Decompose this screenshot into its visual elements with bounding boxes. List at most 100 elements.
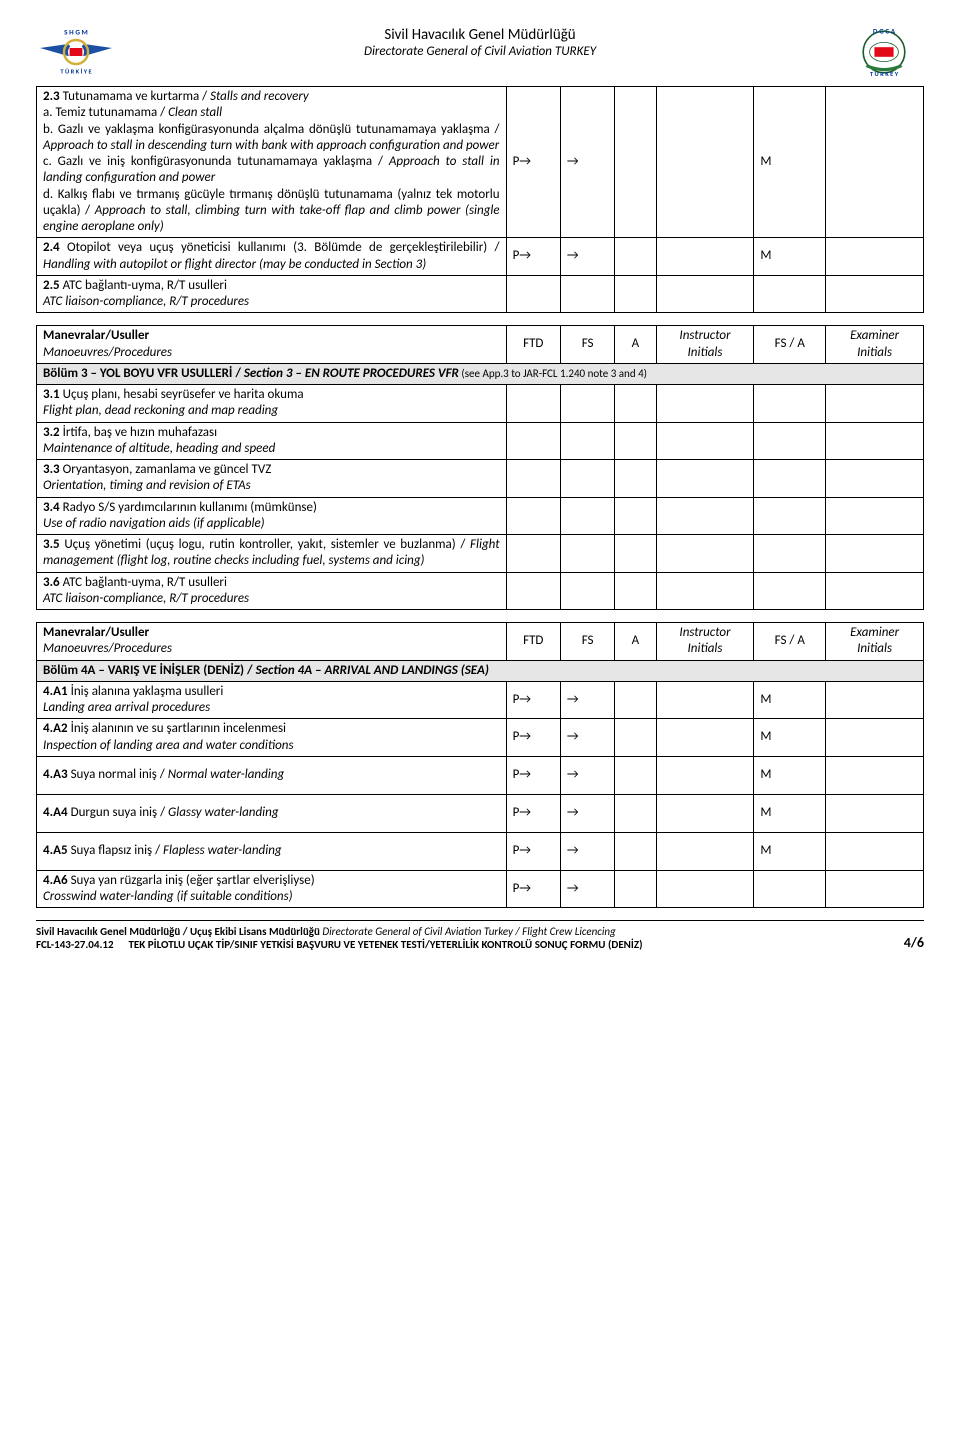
cell-ftd: P→ xyxy=(506,794,560,832)
section-header: Bölüm 3 – YOL BOYU VFR USULLERİ / Sectio… xyxy=(37,363,924,384)
shgm-logo: S H G M T Ü R K İ Y E xyxy=(36,24,116,80)
table-row: 4.A1 İniş alanına yaklaşma usulleri Land… xyxy=(37,681,924,719)
cell-fs: → xyxy=(560,719,614,757)
cell-ei xyxy=(826,238,924,276)
cell-ftd xyxy=(506,497,560,535)
cell-a xyxy=(615,756,656,794)
table-section3: Manevralar/Usuller Manoeuvres/Procedures… xyxy=(36,325,924,610)
cell-ei xyxy=(826,87,924,238)
cell-ftd: P→ xyxy=(506,719,560,757)
cell-fsa: M xyxy=(754,87,826,238)
cell-desc: 3.6 ATC bağlantı-uyma, R/T usulleri ATC … xyxy=(37,572,507,610)
cell-ei xyxy=(826,870,924,908)
cell-a xyxy=(615,719,656,757)
head-ftd: FTD xyxy=(506,623,560,661)
cell-ei xyxy=(826,497,924,535)
cell-desc: 2.4 Otopilot veya uçuş yöneticisi kullan… xyxy=(37,238,507,276)
cell-desc: 4.A1 İniş alanına yaklaşma usulleri Land… xyxy=(37,681,507,719)
cell-ii xyxy=(656,497,754,535)
cell-ei xyxy=(826,572,924,610)
table-row: 4.A6 Suya yan rüzgarla iniş (eğer şartla… xyxy=(37,870,924,908)
cell-ei xyxy=(826,681,924,719)
cell-fsa xyxy=(754,422,826,460)
cell-fsa xyxy=(754,870,826,908)
cell-fsa: M xyxy=(754,719,826,757)
head-fs: FS xyxy=(560,326,614,364)
cell-ei xyxy=(826,275,924,313)
org-title: Sivil Havacılık Genel Müdürlüğü xyxy=(116,26,844,44)
cell-ii xyxy=(656,681,754,719)
head-instructor: InstructorInitials xyxy=(656,326,754,364)
cell-ei xyxy=(826,385,924,423)
cell-ei xyxy=(826,422,924,460)
head-examiner: ExaminerInitials xyxy=(826,623,924,661)
table-row: 2.4 Otopilot veya uçuş yöneticisi kullan… xyxy=(37,238,924,276)
table-row: 4.A3 Suya normal iniş / Normal water-lan… xyxy=(37,756,924,794)
table-row: 3.2 İrtifa, baş ve hızın muhafazası Main… xyxy=(37,422,924,460)
cell-fsa xyxy=(754,275,826,313)
table-row: 3.3 Oryantasyon, zamanlama ve güncel TVZ… xyxy=(37,460,924,498)
cell-ftd xyxy=(506,385,560,423)
cell-a xyxy=(615,87,656,238)
cell-fsa xyxy=(754,535,826,573)
cell-fsa: M xyxy=(754,238,826,276)
cell-fs: → xyxy=(560,756,614,794)
cell-fs: → xyxy=(560,794,614,832)
table-row: 4.A5 Suya flapsız iniş / Flapless water-… xyxy=(37,832,924,870)
cell-desc: 3.2 İrtifa, baş ve hızın muhafazası Main… xyxy=(37,422,507,460)
svg-text:T Ü R K İ Y E: T Ü R K İ Y E xyxy=(60,68,91,76)
cell-fs xyxy=(560,535,614,573)
footer-org-en: Directorate General of Civil Aviation Tu… xyxy=(322,925,615,938)
cell-fsa xyxy=(754,497,826,535)
table-head: Manevralar/Usuller Manoeuvres/Procedures… xyxy=(37,623,924,661)
table-section4a: Manevralar/Usuller Manoeuvres/Procedures… xyxy=(36,622,924,908)
head-a: A xyxy=(615,623,656,661)
cell-desc: 4.A3 Suya normal iniş / Normal water-lan… xyxy=(37,756,507,794)
cell-a xyxy=(615,385,656,423)
section-title: Bölüm 4A – VARIŞ VE İNİŞLER (DENİZ) / Se… xyxy=(37,660,924,681)
dgca-logo: D G C A T U R K E Y xyxy=(844,24,924,80)
cell-ii xyxy=(656,385,754,423)
table-row: 3.5 Uçuş yönetimi (uçuş logu, rutin kont… xyxy=(37,535,924,573)
section-header: Bölüm 4A – VARIŞ VE İNİŞLER (DENİZ) / Se… xyxy=(37,660,924,681)
header: S H G M T Ü R K İ Y E Sivil Havacılık Ge… xyxy=(36,24,924,80)
cell-desc: 3.1 Uçuş planı, hesabi seyrüsefer ve har… xyxy=(37,385,507,423)
cell-ei xyxy=(826,535,924,573)
cell-fs xyxy=(560,385,614,423)
table-row: 4.A4 Durgun suya iniş / Glassy water-lan… xyxy=(37,794,924,832)
cell-a xyxy=(615,572,656,610)
head-manoeuvres: Manevralar/Usuller Manoeuvres/Procedures xyxy=(37,623,507,661)
cell-ftd: P→ xyxy=(506,832,560,870)
table-head: Manevralar/Usuller Manoeuvres/Procedures… xyxy=(37,326,924,364)
table-row: 4.A2 İniş alanının ve su şartlarının inc… xyxy=(37,719,924,757)
svg-text:T U R K E Y: T U R K E Y xyxy=(870,70,899,78)
footer-form-title: TEK PİLOTLU UÇAK TİP/SINIF YETKİSİ BAŞVU… xyxy=(128,938,642,951)
head-manoeuvres: Manevralar/Usuller Manoeuvres/Procedures xyxy=(37,326,507,364)
cell-a xyxy=(615,275,656,313)
cell-desc: 4.A6 Suya yan rüzgarla iniş (eğer şartla… xyxy=(37,870,507,908)
cell-desc: 3.4 Radyo S/S yardımcılarının kullanımı … xyxy=(37,497,507,535)
cell-fs xyxy=(560,422,614,460)
cell-ii xyxy=(656,870,754,908)
cell-ii xyxy=(656,422,754,460)
svg-text:S H G M: S H G M xyxy=(64,27,88,36)
cell-fsa: M xyxy=(754,832,826,870)
cell-fs xyxy=(560,275,614,313)
cell-ei xyxy=(826,719,924,757)
section-title: Bölüm 3 – YOL BOYU VFR USULLERİ / Sectio… xyxy=(37,363,924,384)
footer: Sivil Havacılık Genel Müdürlüğü / Uçuş E… xyxy=(36,920,924,951)
page: S H G M T Ü R K İ Y E Sivil Havacılık Ge… xyxy=(0,0,960,963)
svg-text:D G C A: D G C A xyxy=(873,27,896,36)
cell-ei xyxy=(826,832,924,870)
cell-fsa: M xyxy=(754,794,826,832)
head-fs: FS xyxy=(560,623,614,661)
cell-ftd xyxy=(506,572,560,610)
cell-ei xyxy=(826,460,924,498)
cell-ii xyxy=(656,794,754,832)
cell-fsa: M xyxy=(754,681,826,719)
cell-ftd xyxy=(506,422,560,460)
cell-desc: 4.A5 Suya flapsız iniş / Flapless water-… xyxy=(37,832,507,870)
cell-ftd xyxy=(506,460,560,498)
cell-ei xyxy=(826,794,924,832)
cell-desc: 3.3 Oryantasyon, zamanlama ve güncel TVZ… xyxy=(37,460,507,498)
